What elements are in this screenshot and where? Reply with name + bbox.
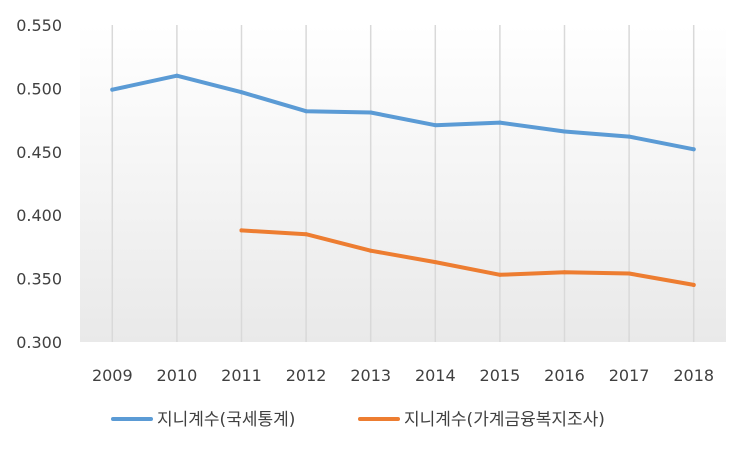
y-tick-label: 0.300: [16, 333, 62, 352]
data-point-2-2017: [627, 271, 632, 276]
data-point-1-2009: [110, 87, 115, 92]
y-tick-label: 0.500: [16, 79, 62, 98]
y-tick-label: 0.350: [16, 270, 62, 289]
x-tick-label: 2014: [415, 366, 456, 385]
data-point-1-2013: [368, 110, 373, 115]
data-point-1-2011: [239, 90, 244, 95]
data-point-1-2015: [497, 120, 502, 125]
x-tick-label: 2012: [286, 366, 327, 385]
x-tick-label: 2016: [544, 366, 585, 385]
data-point-2-2012: [304, 232, 309, 237]
x-tick-label: 2009: [92, 366, 133, 385]
data-point-2-2015: [497, 272, 502, 277]
data-point-1-2017: [627, 134, 632, 139]
series-line-2: [239, 228, 696, 287]
x-tick-label: 2010: [157, 366, 198, 385]
x-tick-label: 2018: [673, 366, 714, 385]
data-point-2-2011: [239, 228, 244, 233]
data-point-2-2016: [562, 270, 567, 275]
data-point-2-2018: [691, 282, 696, 287]
data-point-1-2018: [691, 147, 696, 152]
x-tick-label: 2011: [221, 366, 262, 385]
x-tick-label: 2017: [609, 366, 650, 385]
series-line-1: [110, 73, 696, 152]
data-point-1-2012: [304, 109, 309, 114]
legend-label-1: 지니계수(국세통계): [157, 410, 295, 430]
data-point-1-2010: [174, 73, 179, 78]
x-tick-label: 2013: [350, 366, 391, 385]
y-tick-label: 0.400: [16, 206, 62, 225]
legend: 지니계수(국세통계) 지니계수(가계금융복지조사): [111, 410, 605, 430]
data-point-2-2014: [433, 260, 438, 265]
data-point-2-2013: [368, 248, 373, 253]
y-tick-label: 0.550: [16, 16, 62, 35]
data-point-1-2016: [562, 129, 567, 134]
x-tick-label: 2015: [480, 366, 521, 385]
y-tick-label: 0.450: [16, 143, 62, 162]
data-point-1-2014: [433, 123, 438, 128]
legend-label-2: 지니계수(가계금융복지조사): [404, 410, 605, 430]
